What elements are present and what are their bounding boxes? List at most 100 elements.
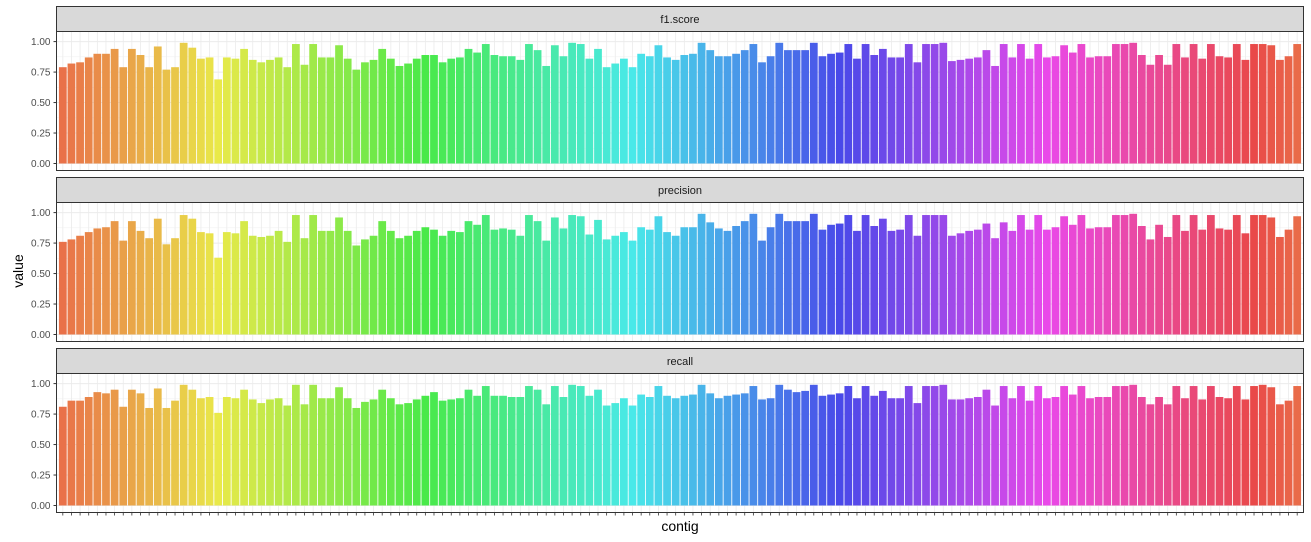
bar [559, 228, 568, 335]
panel-border [56, 202, 1304, 342]
bar [775, 384, 784, 506]
bar [1284, 400, 1293, 506]
bar [680, 55, 689, 164]
bar [456, 57, 464, 164]
bar [110, 389, 119, 506]
bar [1103, 227, 1112, 335]
bar [533, 50, 542, 164]
bar [438, 62, 447, 164]
facet-panel-f1.score: f1.score 0.00 0.25 0.50 0.75 1.00 [31, 6, 1304, 171]
bar [680, 395, 689, 506]
bar [982, 223, 991, 335]
bar [127, 221, 136, 335]
bar [1017, 215, 1025, 335]
bar [844, 44, 853, 164]
bar [991, 65, 999, 164]
bar [965, 58, 974, 164]
y-axis-title: value [10, 254, 26, 288]
bar [291, 44, 300, 164]
bar [127, 389, 136, 506]
bar [1189, 386, 1198, 506]
bar [611, 403, 620, 506]
bar [1284, 56, 1293, 164]
bar [490, 395, 499, 506]
bar [257, 403, 266, 506]
bar [637, 394, 646, 506]
bar [533, 221, 542, 335]
bar [706, 50, 715, 164]
bar [499, 228, 507, 335]
bar [335, 45, 343, 164]
bar [266, 59, 274, 164]
bar [870, 55, 879, 164]
bar [956, 399, 965, 506]
bar [896, 229, 904, 335]
bar [1042, 398, 1051, 506]
bar [102, 393, 110, 506]
bar [1276, 236, 1284, 335]
bar [654, 45, 663, 164]
y-tick-label: 1.00 [31, 37, 51, 48]
bar [361, 401, 369, 506]
bar [1034, 386, 1043, 506]
bar [412, 230, 421, 335]
bar [93, 53, 102, 164]
y-tick-label: 0.00 [31, 330, 51, 341]
bar [991, 405, 999, 506]
bar [896, 398, 904, 506]
bar [1120, 386, 1129, 506]
bar [162, 69, 171, 164]
bar [404, 63, 412, 164]
bar [732, 394, 740, 506]
bar [1120, 44, 1129, 164]
bar [818, 395, 827, 506]
bar [1051, 56, 1060, 164]
bar [326, 398, 335, 506]
bar [335, 387, 343, 506]
bar [188, 389, 197, 506]
bar [766, 227, 775, 335]
facet-strip-label: recall [667, 356, 693, 368]
bar [758, 240, 766, 335]
bar [628, 405, 637, 506]
bar [594, 48, 602, 164]
bar [162, 244, 171, 335]
bar [84, 397, 93, 506]
bar [507, 397, 516, 506]
bar [136, 55, 145, 164]
bar [188, 47, 197, 164]
bar [1137, 397, 1146, 506]
bar [1129, 42, 1138, 164]
bar [542, 240, 551, 335]
facet-strip-label: f1.score [660, 14, 699, 26]
bar [283, 405, 292, 506]
bar [1068, 52, 1077, 164]
bar [671, 398, 680, 506]
bar [723, 230, 732, 335]
bar [965, 230, 974, 335]
bar [663, 57, 671, 164]
bar [58, 406, 67, 506]
bar [1241, 59, 1250, 164]
bar [317, 230, 326, 335]
bar [904, 386, 913, 506]
bar [1017, 44, 1025, 164]
bar [766, 398, 775, 506]
bar [740, 50, 749, 164]
bar [490, 229, 499, 335]
bar [689, 227, 697, 335]
bar [602, 405, 611, 506]
bar [1155, 224, 1163, 335]
bar [1163, 404, 1172, 506]
bar [1181, 230, 1189, 335]
bar [982, 389, 991, 506]
bar [464, 48, 473, 164]
bar [412, 399, 421, 506]
bar [594, 219, 602, 335]
bar [853, 398, 861, 506]
bar [214, 257, 223, 335]
bar [1189, 44, 1198, 164]
bar [222, 397, 231, 506]
bar [1112, 215, 1120, 335]
bar [939, 215, 948, 335]
